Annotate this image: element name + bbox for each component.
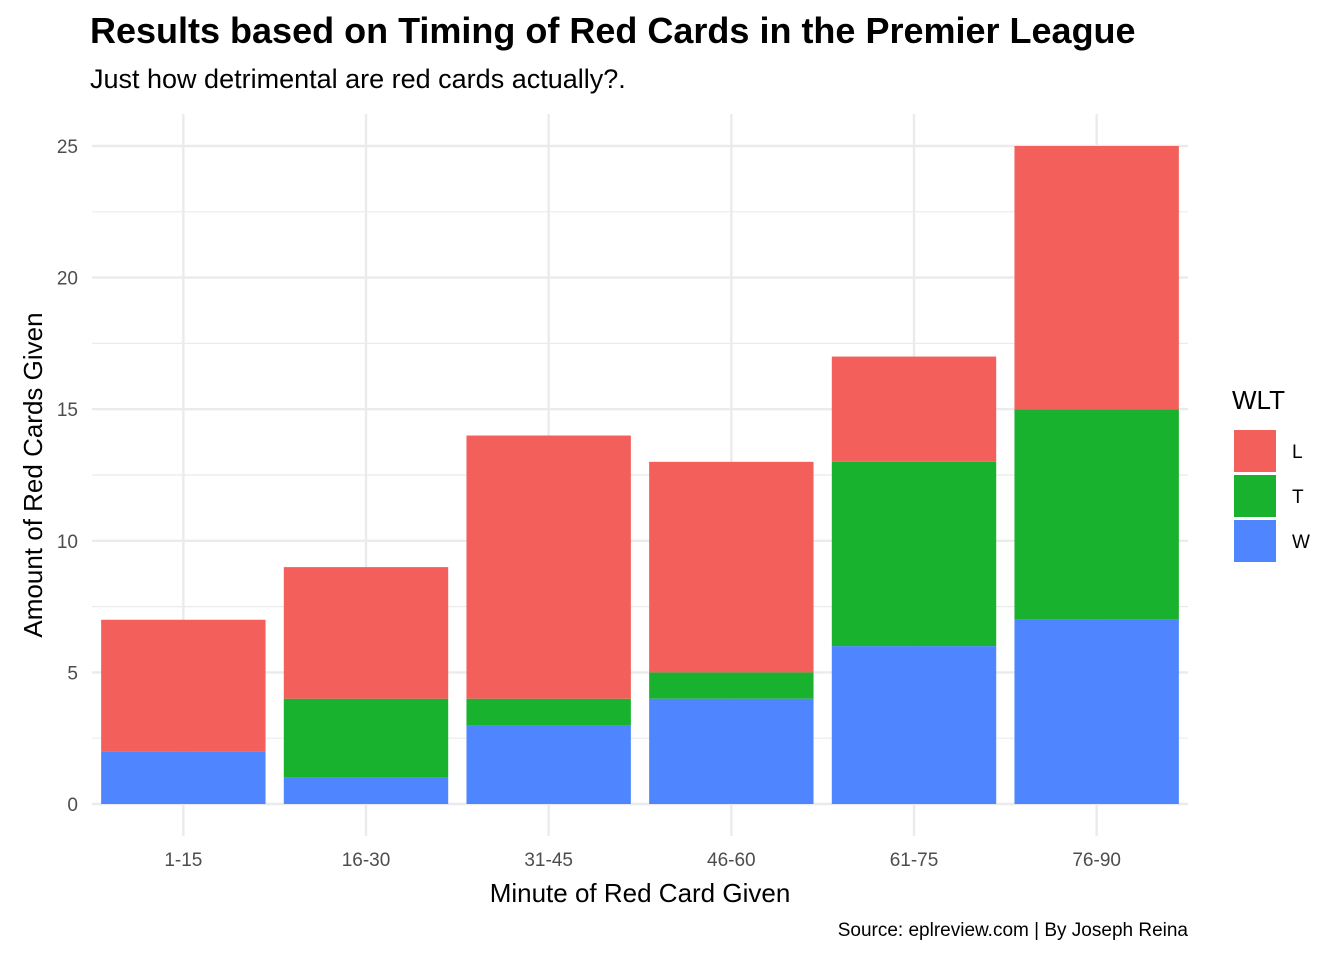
legend-label-W: W <box>1292 532 1310 553</box>
bar-46-60-L <box>649 461 814 673</box>
x-axis-title: Minute of Red Card Given <box>490 878 791 908</box>
x-tick-label: 31-45 <box>524 850 573 871</box>
y-axis-ticks: 0 5 10 15 20 25 <box>57 137 78 816</box>
x-axis-ticks: 1-15 16-30 31-45 46-60 61-75 76-90 <box>164 850 1121 871</box>
bar-76-90-T <box>1014 409 1179 620</box>
y-tick-label: 25 <box>57 137 78 158</box>
bar-1-15-L <box>101 619 266 752</box>
legend-title: WLT <box>1232 385 1285 415</box>
bar-61-75-L <box>831 356 997 462</box>
chart-caption: Source: eplreview.com | By Joseph Reina <box>837 920 1188 941</box>
bar-46-60-T <box>649 672 814 699</box>
legend-label-T: T <box>1292 487 1304 508</box>
y-tick-label: 10 <box>57 532 78 553</box>
y-tick-label: 15 <box>57 400 78 421</box>
legend-key-L <box>1234 430 1276 472</box>
legend-label-L: L <box>1292 442 1303 463</box>
x-tick-label: 1-15 <box>164 850 202 871</box>
y-tick-label: 0 <box>67 795 78 816</box>
y-tick-label: 5 <box>67 663 78 684</box>
bar-16-30-T <box>283 698 449 778</box>
legend-key-T <box>1234 475 1276 517</box>
bar-76-90-L <box>1014 146 1179 410</box>
bar-16-30-W <box>283 777 449 804</box>
bar-31-45-T <box>466 698 631 726</box>
x-tick-label: 16-30 <box>342 850 391 871</box>
x-tick-label: 46-60 <box>707 850 756 871</box>
bars <box>101 146 1179 804</box>
bar-31-45-W <box>466 725 631 804</box>
y-axis-title: Amount of Red Cards Given <box>18 312 48 637</box>
legend: WLT L T W <box>1232 385 1310 562</box>
bar-31-45-L <box>466 435 631 699</box>
bar-1-15-W <box>101 751 266 804</box>
y-tick-label: 20 <box>57 269 78 290</box>
bar-16-30-L <box>283 567 449 699</box>
legend-key-W <box>1234 520 1276 562</box>
bar-61-75-T <box>831 461 997 647</box>
chart-title: Results based on Timing of Red Cards in … <box>90 10 1136 51</box>
chart-subtitle: Just how detrimental are red cards actua… <box>90 64 626 94</box>
bar-61-75-W <box>831 646 997 804</box>
bar-46-60-W <box>649 698 814 804</box>
bar-76-90-W <box>1014 619 1179 804</box>
x-tick-label: 76-90 <box>1072 850 1121 871</box>
x-tick-label: 61-75 <box>890 850 939 871</box>
